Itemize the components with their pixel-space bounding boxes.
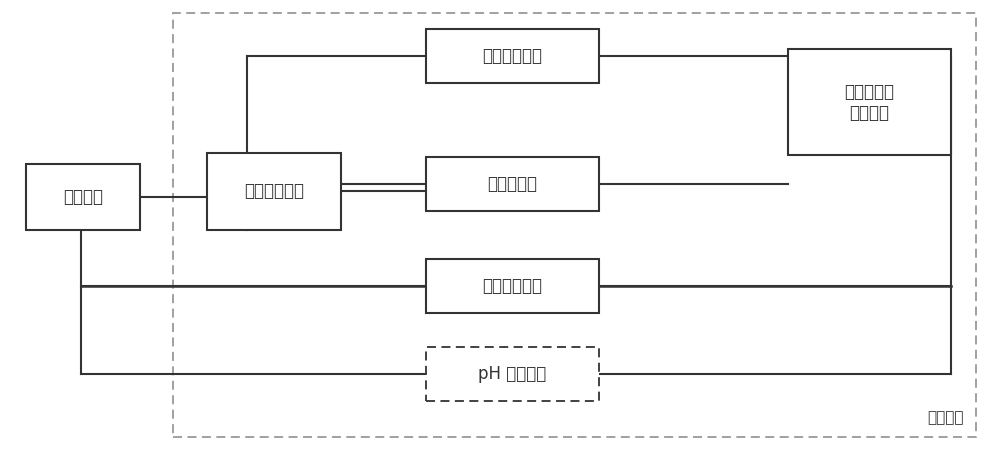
- Text: 压力检测单元: 压力检测单元: [482, 277, 542, 295]
- Bar: [207, 153, 341, 230]
- Text: pH 检测单元: pH 检测单元: [478, 365, 547, 383]
- Text: 开关阵列单元: 开关阵列单元: [244, 182, 304, 200]
- Bar: [26, 164, 140, 230]
- Bar: [426, 29, 599, 83]
- Text: 阻抗检测单元: 阻抗检测单元: [482, 47, 542, 65]
- Bar: [426, 347, 599, 401]
- Text: 导管单元: 导管单元: [63, 188, 103, 206]
- Text: 信号处理及
控制单元: 信号处理及 控制单元: [844, 83, 894, 122]
- Bar: [173, 13, 976, 437]
- Bar: [788, 49, 951, 155]
- Text: 电刺激单元: 电刺激单元: [487, 175, 537, 193]
- Bar: [426, 259, 599, 313]
- Text: 主机部分: 主机部分: [928, 410, 964, 425]
- Bar: [426, 157, 599, 212]
